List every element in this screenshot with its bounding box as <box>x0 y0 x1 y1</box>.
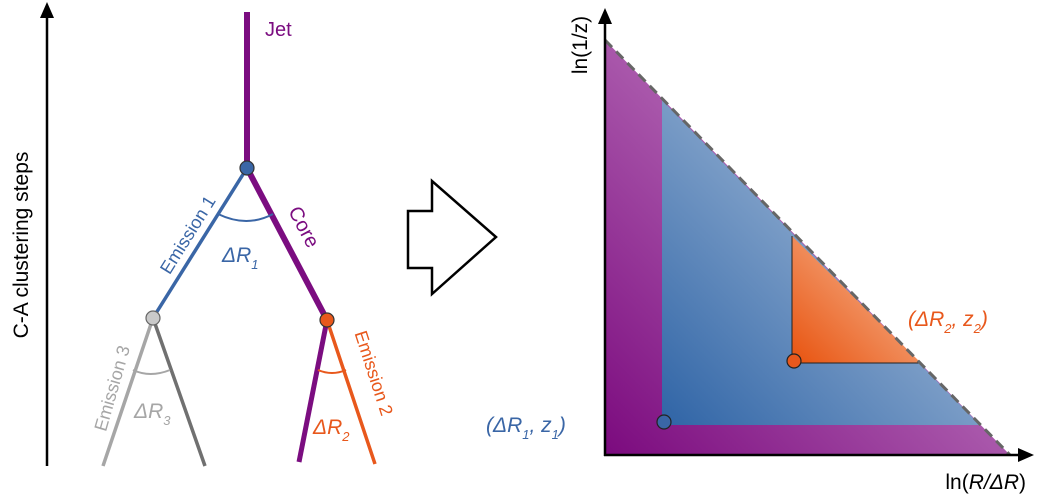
lund-point-emission-2 <box>786 353 802 369</box>
angle-label-1: ΔR1 <box>221 244 259 272</box>
angle-arc-2 <box>317 369 347 374</box>
lund-y-axis-label: ln(1/z) <box>569 16 592 74</box>
angle-arc-1 <box>217 213 274 222</box>
maps-to-arrow-icon <box>406 178 498 297</box>
lund-point-2-label: (ΔR2, z2) <box>908 308 988 336</box>
angle-label-2: ΔR2 <box>312 416 350 444</box>
node-jet-split <box>239 160 255 176</box>
emission-3-right-branch <box>151 317 207 467</box>
emission-2-label: Emission 2 <box>351 328 397 418</box>
lund-plane: ln(1/z) ln(R/ΔR) (ΔR1, z1) (ΔR2, z2) <box>486 8 1034 494</box>
clustering-axis-arrowhead <box>40 2 54 18</box>
lund-x-axis-arrowhead <box>1018 448 1034 462</box>
kinematic-boundary-dashed <box>603 38 1012 457</box>
lund-point-1-label: (ΔR1, z1) <box>486 414 566 442</box>
clustering-tree: C-A clustering steps Jet Emission 1 Core… <box>10 2 397 467</box>
clustering-axis-label: C-A clustering steps <box>10 152 33 339</box>
emission-2-branch <box>325 319 377 465</box>
node-emission-2-split <box>319 312 335 328</box>
core-continuation-branch <box>296 319 330 463</box>
lund-y-axis-arrowhead <box>598 8 612 24</box>
core-branch <box>244 166 330 322</box>
node-emission-3-split <box>145 310 161 326</box>
lund-x-axis-label: ln(R/ΔR) <box>945 471 1026 494</box>
emission-3-left-branch <box>101 317 155 467</box>
angle-arc-3 <box>132 369 171 375</box>
jet-label: Jet <box>265 19 292 41</box>
emission-1-branch <box>151 167 249 319</box>
lund-point-emission-1 <box>656 414 672 430</box>
angle-label-3: ΔR3 <box>133 400 171 428</box>
